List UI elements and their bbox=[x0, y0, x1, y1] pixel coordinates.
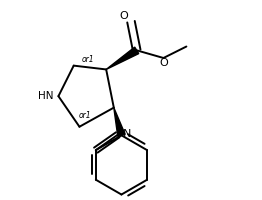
Text: O: O bbox=[159, 58, 168, 68]
Text: or1: or1 bbox=[78, 111, 91, 120]
Polygon shape bbox=[114, 108, 125, 136]
Text: or1: or1 bbox=[82, 55, 95, 64]
Polygon shape bbox=[106, 47, 139, 69]
Text: O: O bbox=[119, 11, 128, 21]
Text: N: N bbox=[123, 129, 131, 139]
Text: HN: HN bbox=[38, 91, 54, 101]
